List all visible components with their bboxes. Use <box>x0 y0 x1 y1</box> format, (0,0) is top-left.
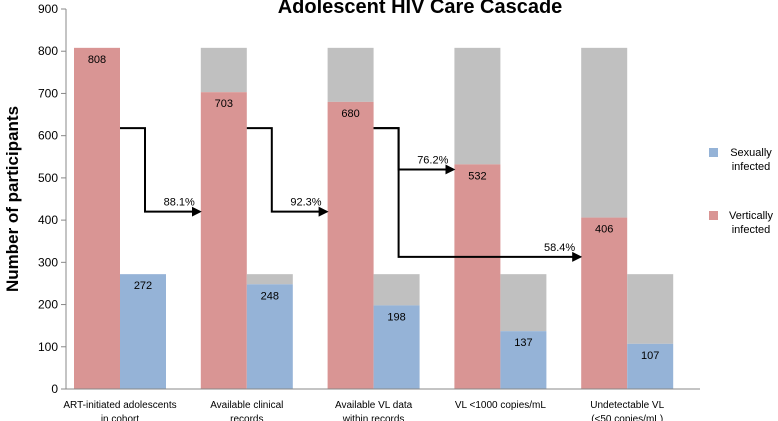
bar-remainder <box>373 274 420 306</box>
x-tick-label: (<50 copies/mL) <box>591 414 663 421</box>
y-tick-label: 100 <box>38 340 58 354</box>
cascade-arrow <box>246 127 329 217</box>
bar-remainder <box>200 47 247 93</box>
y-tick-label: 400 <box>38 213 58 227</box>
y-axis-title: Number of participants <box>3 106 22 292</box>
chart-title: Adolescent HIV Care Cascade <box>277 0 563 18</box>
x-tick-label: within records <box>342 414 405 421</box>
x-tick-label: ART-initiated adolescents <box>63 400 176 411</box>
cascade-arrow <box>373 127 583 262</box>
y-tick-label: 900 <box>38 2 58 16</box>
bar-remainder <box>327 47 374 102</box>
data-label: 703 <box>215 98 233 110</box>
bar-remainder <box>500 274 547 332</box>
legend-label: infected <box>732 224 771 236</box>
x-tick-label: Undetectable VL <box>590 400 664 411</box>
legend-label: Sexually <box>730 147 772 159</box>
bar-vertically-infected <box>74 47 120 389</box>
bar-vertically-infected <box>327 101 374 389</box>
y-tick-label: 700 <box>38 86 58 100</box>
bar-vertically-infected <box>581 217 628 389</box>
x-tick-label: records <box>230 414 263 421</box>
x-tick-label: Available VL data <box>335 400 413 411</box>
data-label: 272 <box>134 280 152 292</box>
y-tick-label: 600 <box>38 129 58 143</box>
bar-sexually-infected <box>373 305 420 389</box>
percentage-label: 92.3% <box>290 197 321 209</box>
bar-remainder <box>454 47 501 165</box>
bar-sexually-infected <box>246 284 293 389</box>
cascade-arrow <box>120 127 202 217</box>
legend-swatch <box>709 148 718 157</box>
y-tick-label: 800 <box>38 44 58 58</box>
y-tick-label: 200 <box>38 298 58 312</box>
y-tick-label: 0 <box>51 382 58 396</box>
data-label: 198 <box>387 311 405 323</box>
data-label: 107 <box>641 350 659 362</box>
data-label: 680 <box>341 108 359 120</box>
percentage-label: 88.1% <box>164 197 195 209</box>
data-label: 137 <box>514 337 532 349</box>
bar-vertically-infected <box>454 164 501 389</box>
bar-remainder <box>627 274 674 344</box>
legend-swatch <box>709 211 718 220</box>
bar-sexually-infected <box>120 274 166 389</box>
bar-remainder <box>246 274 293 285</box>
y-tick-label: 300 <box>38 255 58 269</box>
legend-label: infected <box>732 161 771 173</box>
percentage-label: 58.4% <box>544 242 575 254</box>
x-tick-label: in cohort <box>101 414 140 421</box>
x-tick-label: VL <1000 copies/mL <box>455 400 547 411</box>
bar-sexually-infected <box>627 343 674 389</box>
legend-label: Vertically <box>729 210 774 222</box>
bar-vertically-infected <box>200 92 247 389</box>
percentage-label: 76.2% <box>417 154 448 166</box>
x-tick-label: Available clinical <box>210 400 283 411</box>
data-label: 406 <box>595 224 613 236</box>
data-label: 532 <box>468 170 486 182</box>
y-tick-label: 500 <box>38 171 58 185</box>
data-label: 808 <box>88 54 106 66</box>
data-label: 248 <box>261 290 279 302</box>
bar-sexually-infected <box>500 331 547 389</box>
bar-remainder <box>581 47 628 218</box>
